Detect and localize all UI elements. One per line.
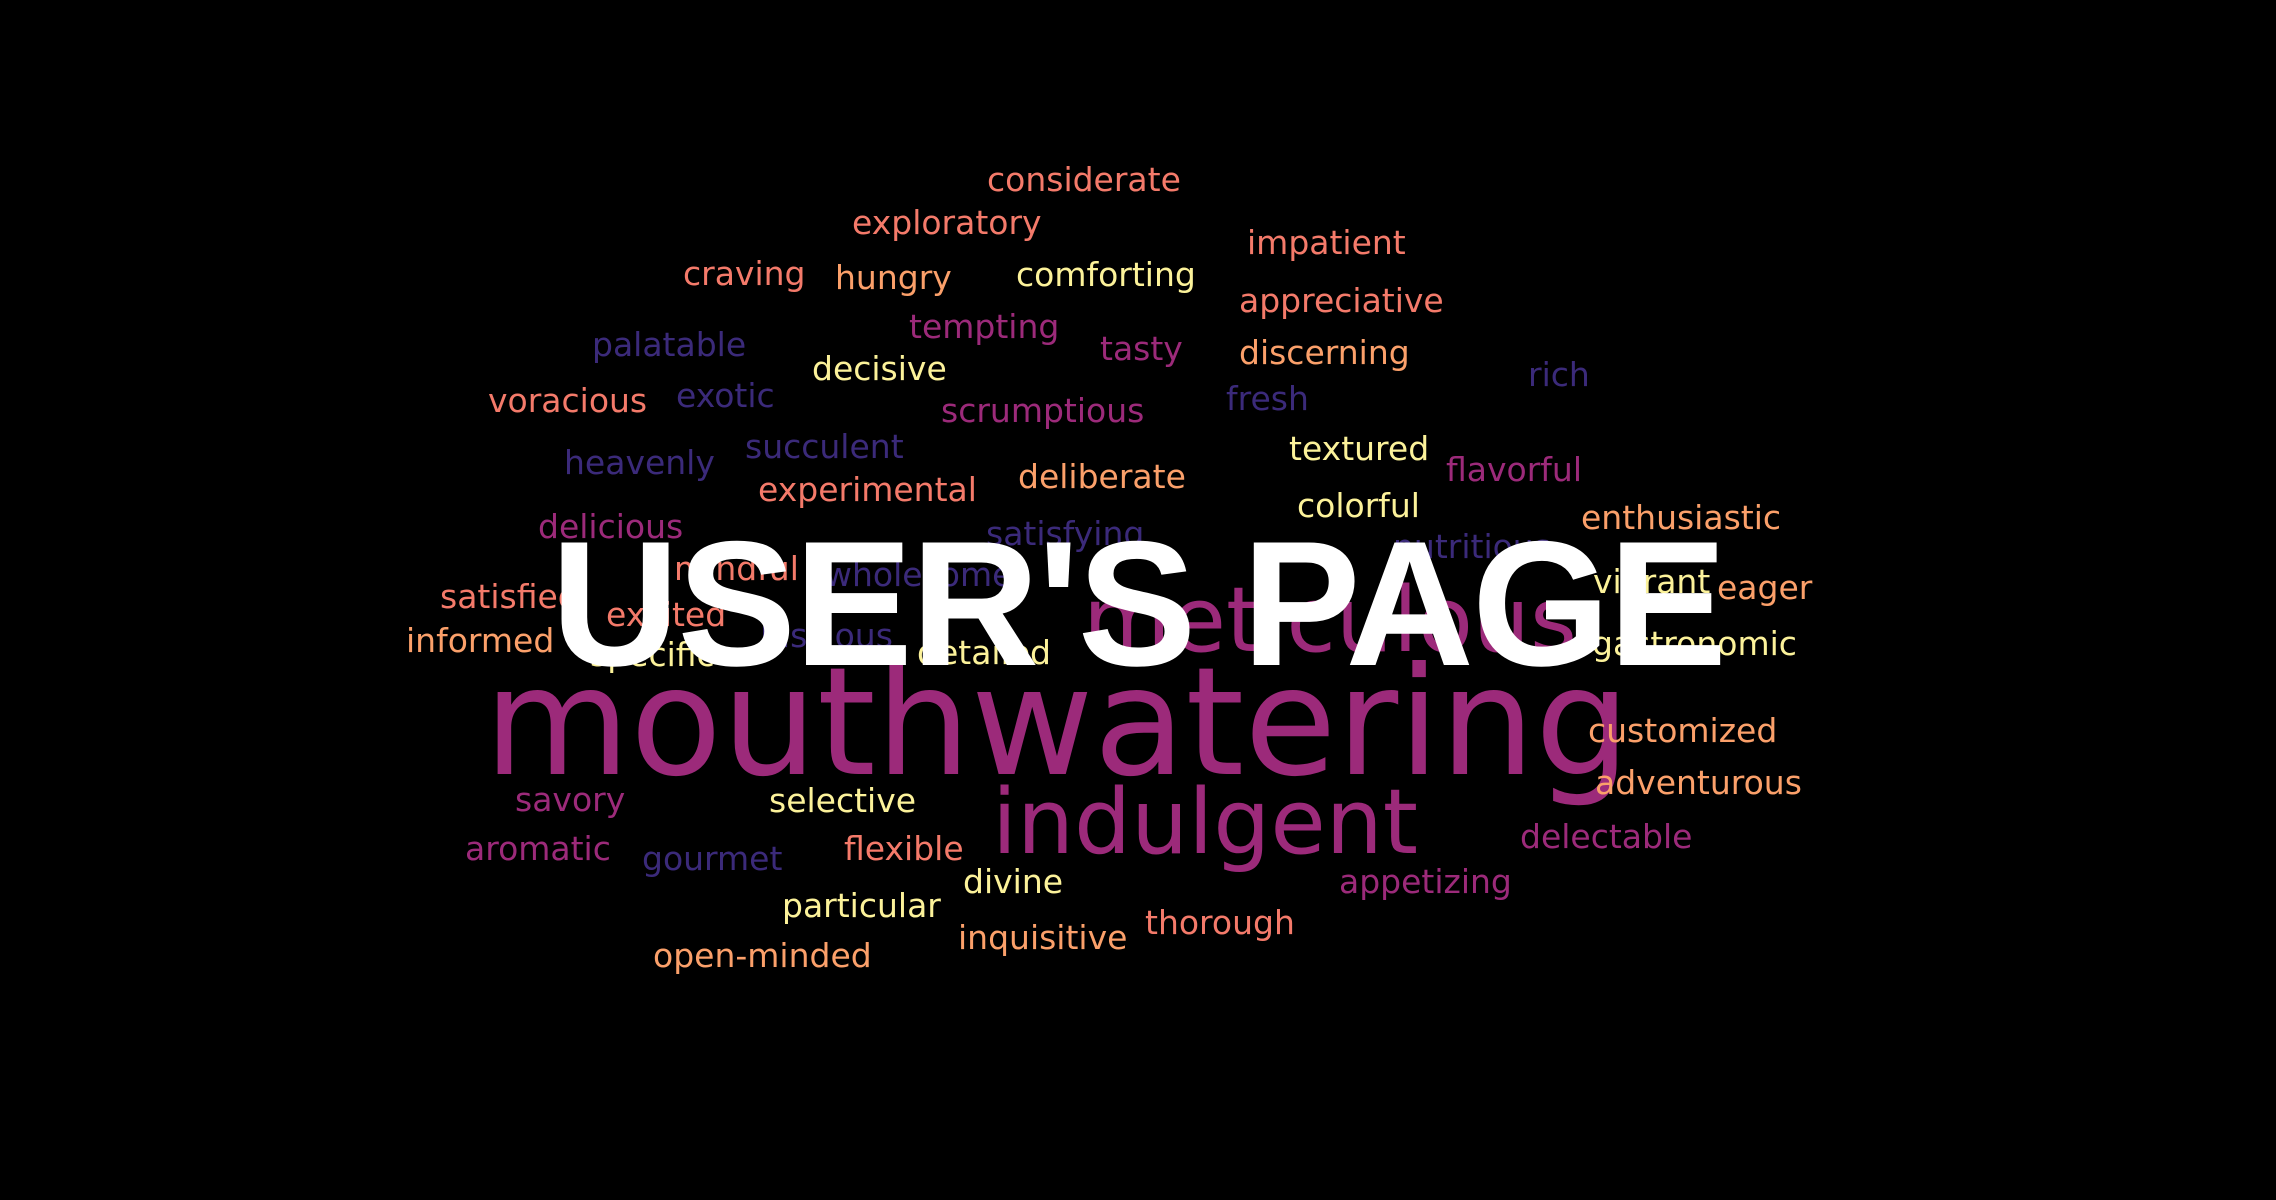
cloud-word-wholesome: wholesome (825, 554, 1013, 594)
cloud-word-adventurous: adventurous (1595, 762, 1802, 802)
cloud-word-informed: informed (406, 620, 555, 660)
cloud-word-rich: rich (1528, 354, 1590, 394)
cloud-word-satisfying: satisfying (986, 513, 1145, 553)
cloud-word-aromatic: aromatic (465, 828, 611, 868)
cloud-word-hungry: hungry (835, 257, 952, 297)
cloud-word-excited: excited (606, 594, 727, 634)
cloud-word-gourmet: gourmet (642, 838, 783, 878)
cloud-word-savory: savory (515, 779, 626, 819)
cloud-word-scrumptious: scrumptious (941, 390, 1145, 430)
cloud-word-luscious: luscious (760, 615, 893, 655)
cloud-word-enthusiastic: enthusiastic (1581, 497, 1782, 537)
cloud-word-eager: eager (1717, 567, 1813, 607)
cloud-word-vibrant: vibrant (1593, 561, 1711, 601)
cloud-word-palatable: palatable (592, 324, 747, 364)
cloud-word-experimental: experimental (758, 469, 977, 509)
cloud-word-indulgent: indulgent (992, 770, 1419, 875)
cloud-word-particular: particular (782, 885, 941, 925)
cloud-word-deliberate: deliberate (1018, 456, 1186, 496)
cloud-word-voracious: voracious (488, 380, 648, 420)
cloud-word-inquisitive: inquisitive (958, 917, 1128, 957)
page-title: USER'S PAGE (550, 504, 1727, 703)
cloud-word-colorful: colorful (1297, 485, 1420, 525)
cloud-word-succulent: succulent (745, 426, 904, 466)
cloud-word-exotic: exotic (676, 375, 775, 415)
cloud-word-detailed: detailed (917, 632, 1051, 672)
cloud-word-considerate: considerate (987, 159, 1181, 199)
cloud-word-selective: selective (769, 780, 917, 820)
cloud-word-nutritious: nutritious (1393, 526, 1551, 566)
cloud-word-delectable: delectable (1520, 816, 1693, 856)
cloud-word-craving: craving (683, 253, 806, 293)
cloud-word-tempting: tempting (909, 306, 1060, 346)
cloud-word-textured: textured (1289, 428, 1430, 468)
cloud-word-flavorful: flavorful (1446, 449, 1582, 489)
cloud-word-satisfied: satisfied (440, 576, 579, 616)
cloud-word-gastronomic: gastronomic (1592, 623, 1797, 663)
cloud-word-fresh: fresh (1226, 378, 1309, 418)
cloud-word-heavenly: heavenly (564, 442, 715, 482)
cloud-word-specific: specific (590, 634, 715, 674)
cloud-word-appreciative: appreciative (1239, 280, 1444, 320)
cloud-word-flexible: flexible (844, 828, 964, 868)
cloud-word-meticulous: meticulous (1083, 568, 1577, 673)
cloud-word-open-minded: open-minded (653, 935, 872, 975)
cloud-word-exploratory: exploratory (852, 202, 1042, 242)
cloud-word-discerning: discerning (1239, 332, 1410, 372)
cloud-word-divine: divine (963, 861, 1064, 901)
cloud-word-customized: customized (1588, 710, 1778, 750)
cloud-word-decisive: decisive (812, 348, 947, 388)
cloud-word-appetizing: appetizing (1339, 861, 1512, 901)
cloud-word-mindful: mindful (674, 548, 799, 588)
cloud-word-delicious: delicious (538, 506, 684, 546)
cloud-word-thorough: thorough (1145, 902, 1295, 942)
cloud-word-tasty: tasty (1100, 328, 1183, 368)
cloud-word-impatient: impatient (1247, 222, 1406, 262)
cloud-word-mouthwatering: mouthwatering (484, 636, 1631, 810)
cloud-word-comforting: comforting (1016, 254, 1196, 294)
